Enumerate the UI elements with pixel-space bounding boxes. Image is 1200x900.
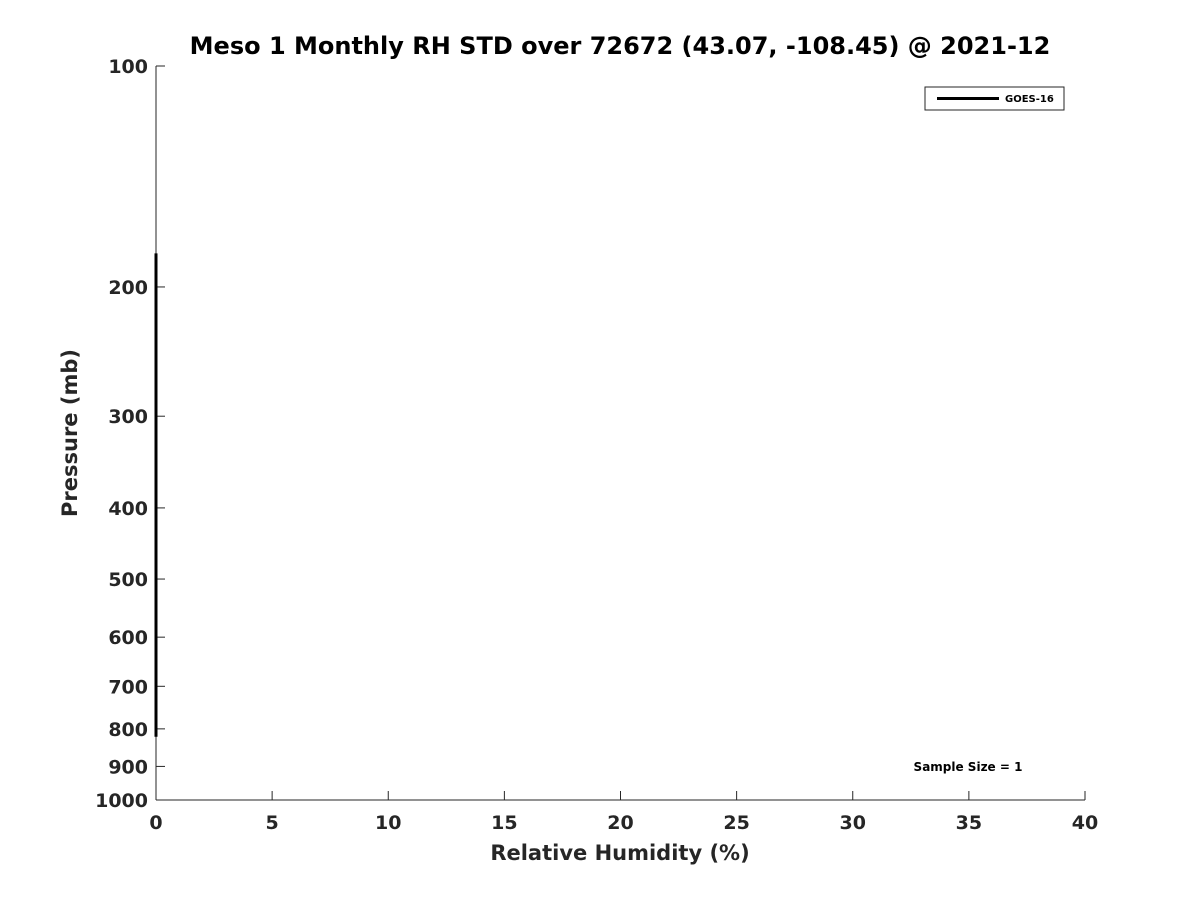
x-tick-label: 20 xyxy=(607,812,633,834)
x-tick-label: 25 xyxy=(723,812,749,834)
y-tick-label: 200 xyxy=(108,277,148,299)
legend-label-goes-16: GOES-16 xyxy=(1005,94,1054,105)
y-tick-label: 600 xyxy=(108,627,148,649)
y-tick-label: 700 xyxy=(108,676,148,698)
x-tick-label: 30 xyxy=(840,812,866,834)
x-tick-label: 0 xyxy=(149,812,162,834)
x-tick-label: 5 xyxy=(266,812,279,834)
x-axis-ticks: 0 5 10 15 20 25 30 35 40 xyxy=(149,791,1098,834)
y-axis-label: Pressure (mb) xyxy=(58,349,82,517)
y-tick-label: 1000 xyxy=(95,790,148,812)
x-tick-label: 40 xyxy=(1072,812,1098,834)
legend: GOES-16 xyxy=(924,86,1065,111)
y-tick-label: 900 xyxy=(108,756,148,778)
y-tick-label: 800 xyxy=(108,719,148,741)
y-tick-label: 400 xyxy=(108,498,148,520)
sample-size-annotation: Sample Size = 1 xyxy=(914,760,1023,774)
chart-title: Meso 1 Monthly RH STD over 72672 (43.07,… xyxy=(190,32,1051,60)
x-tick-label: 10 xyxy=(375,812,401,834)
x-tick-label: 35 xyxy=(956,812,982,834)
x-axis-label: Relative Humidity (%) xyxy=(490,841,749,865)
y-tick-label: 300 xyxy=(108,406,148,428)
y-tick-label: 100 xyxy=(108,56,148,78)
y-tick-label: 500 xyxy=(108,569,148,591)
x-tick-label: 15 xyxy=(491,812,517,834)
y-axis-ticks: 100 200 300 400 500 600 700 800 900 1000 xyxy=(95,56,165,812)
